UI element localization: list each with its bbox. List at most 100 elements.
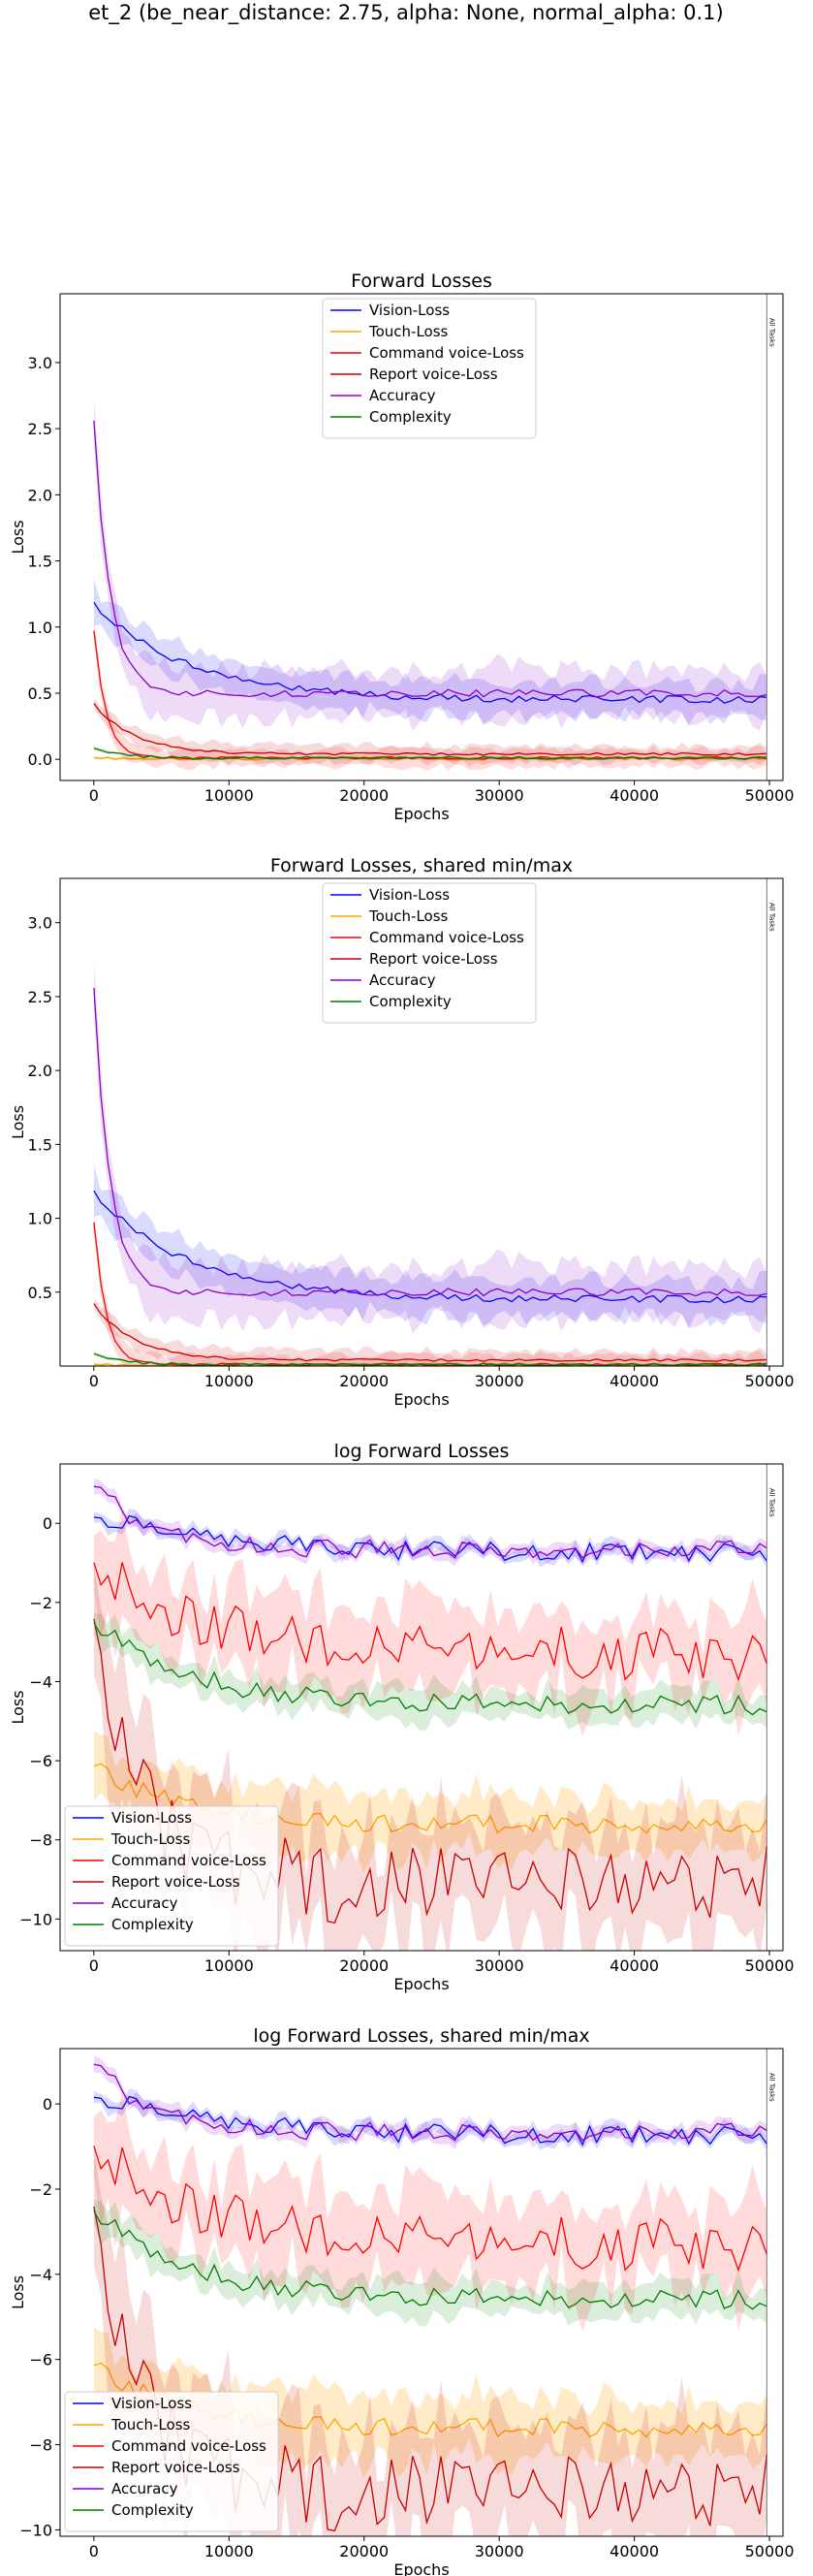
y-tick-label: 2.5 xyxy=(28,420,52,438)
vline-label: All Tasks xyxy=(767,903,775,932)
legend-label-complexity: Complexity xyxy=(369,408,452,426)
series-line-report xyxy=(93,703,767,756)
series-line-accuracy xyxy=(93,1485,767,1559)
series-line-accuracy xyxy=(93,987,767,1297)
y-tick-label: 1.0 xyxy=(28,1210,52,1228)
x-tick-label: 50000 xyxy=(745,2542,795,2560)
y-axis-label: Loss xyxy=(9,1105,27,1139)
band-command xyxy=(93,1510,767,1737)
legend-label-report: Report voice-Loss xyxy=(111,1873,240,1891)
chart-title: log Forward Losses xyxy=(334,1441,510,1462)
band-report xyxy=(93,1297,767,1366)
series-line-accuracy xyxy=(93,2063,767,2142)
x-tick-label: 0 xyxy=(89,786,99,805)
legend-label-command: Command voice-Loss xyxy=(369,344,524,362)
y-tick-label: −6 xyxy=(29,1752,52,1770)
axes-frame xyxy=(59,877,784,1367)
figure-title: et_2 (be_near_distance: 2.75, alpha: Non… xyxy=(88,1,723,25)
legend-label-touch: Touch-Loss xyxy=(110,1830,191,1848)
y-tick-label: −4 xyxy=(29,1672,52,1691)
legend-label-complexity: Complexity xyxy=(369,993,452,1010)
band-accuracy xyxy=(93,2055,767,2150)
x-axis-label: Epochs xyxy=(393,1390,449,1409)
y-tick-label: 0.5 xyxy=(28,1284,52,1302)
legend-label-report: Report voice-Loss xyxy=(111,2459,240,2476)
x-axis-label: Epochs xyxy=(393,1975,449,1993)
band-accuracy xyxy=(93,1479,767,1567)
legend-label-vision: Vision-Loss xyxy=(369,886,450,904)
band-vision xyxy=(93,2088,767,2151)
band-command xyxy=(93,2090,767,2332)
x-tick-label: 20000 xyxy=(339,1372,389,1390)
band-vision xyxy=(93,579,767,726)
x-tick-label: 0 xyxy=(89,2542,99,2560)
axes-frame xyxy=(59,1463,784,1952)
series-line-complexity xyxy=(93,1352,767,1366)
x-tick-label: 10000 xyxy=(204,1956,254,1975)
y-tick-label: 2.5 xyxy=(28,988,52,1006)
plot-area xyxy=(93,398,767,771)
legend-label-accuracy: Accuracy xyxy=(111,1894,178,1912)
band-accuracy xyxy=(93,398,767,731)
legend: Vision-Loss Touch-Loss Command voice-Loss R… xyxy=(322,298,537,439)
band-accuracy xyxy=(93,962,767,1334)
y-tick-label: 2.0 xyxy=(28,1062,52,1080)
legend: Vision-Loss Touch-Loss Command voice-Loss R… xyxy=(322,882,537,1024)
x-tick-label: 10000 xyxy=(204,2542,254,2560)
vline-label: All Tasks xyxy=(767,318,775,347)
y-tick-label: 0.0 xyxy=(28,750,52,769)
x-axis-label: Epochs xyxy=(393,2560,449,2576)
y-tick-label: 0.5 xyxy=(28,684,52,703)
legend-label-report: Report voice-Loss xyxy=(369,950,498,968)
y-tick-label: 1.0 xyxy=(28,619,52,637)
band-vision xyxy=(93,1164,767,1328)
x-tick-label: 20000 xyxy=(339,2542,389,2560)
series-line-report xyxy=(93,1303,767,1362)
x-tick-label: 30000 xyxy=(475,1372,524,1390)
chart-title: Forward Losses, shared min/max xyxy=(270,855,573,876)
x-tick-label: 10000 xyxy=(204,1372,254,1390)
y-tick-label: −8 xyxy=(29,1831,52,1850)
chart-forward-losses: All Tasks 0 10000 20000 30000 40000 50000 0.0 0.… xyxy=(9,270,795,823)
legend-label-command: Command voice-Loss xyxy=(111,1852,266,1869)
y-axis-label: Loss xyxy=(9,1690,27,1724)
series-line-complexity xyxy=(93,747,767,760)
legend-label-accuracy: Accuracy xyxy=(369,387,436,404)
x-tick-label: 40000 xyxy=(610,2542,659,2560)
y-tick-label: −8 xyxy=(29,2436,52,2455)
y-tick-label: −4 xyxy=(29,2266,52,2284)
legend-label-touch: Touch-Loss xyxy=(368,323,449,340)
legend-label-complexity: Complexity xyxy=(111,1916,194,1933)
legend-label-touch: Touch-Loss xyxy=(368,907,449,925)
series-line-vision xyxy=(93,1190,767,1304)
y-tick-label: 3.0 xyxy=(28,914,52,933)
x-tick-label: 0 xyxy=(89,1956,99,1975)
legend: Vision-Loss Touch-Loss Command voice-Loss R… xyxy=(64,2391,279,2532)
x-tick-label: 20000 xyxy=(339,1956,389,1975)
chart-log-forward-losses: All Tasks 0 10000 20000 30000 40000 50000 −10 −8… xyxy=(9,1441,795,1993)
legend-label-vision: Vision-Loss xyxy=(369,302,450,319)
legend: Vision-Loss Touch-Loss Command voice-Loss R… xyxy=(64,1805,279,1947)
y-tick-label: −2 xyxy=(29,1594,52,1612)
x-tick-label: 50000 xyxy=(745,1956,795,1975)
series-line-vision xyxy=(93,1514,767,1564)
legend-label-complexity: Complexity xyxy=(111,2501,194,2519)
y-tick-label: −10 xyxy=(19,2521,52,2539)
legend-label-touch: Touch-Loss xyxy=(110,2416,191,2433)
x-axis-label: Epochs xyxy=(393,805,449,823)
chart-title: Forward Losses xyxy=(351,270,492,292)
chart-title: log Forward Losses, shared min/max xyxy=(253,2025,589,2047)
x-tick-label: 0 xyxy=(89,1372,99,1390)
chart-log-forward-losses-shared: All Tasks 0 10000 20000 30000 40000 50000 −10 −8… xyxy=(9,2025,795,2576)
band-report xyxy=(93,698,767,767)
series-line-accuracy xyxy=(93,420,767,698)
x-tick-label: 50000 xyxy=(745,786,795,805)
legend-label-vision: Vision-Loss xyxy=(111,1809,192,1827)
band-complexity xyxy=(93,1612,767,1732)
y-axis-label: Loss xyxy=(9,2275,27,2309)
legend-label-command: Command voice-Loss xyxy=(369,929,524,946)
chart-forward-losses-shared: All Tasks 0 10000 20000 30000 40000 50000 0.5 1.… xyxy=(9,855,795,1409)
y-tick-label: −10 xyxy=(19,1910,52,1928)
legend-label-command: Command voice-Loss xyxy=(111,2437,266,2455)
